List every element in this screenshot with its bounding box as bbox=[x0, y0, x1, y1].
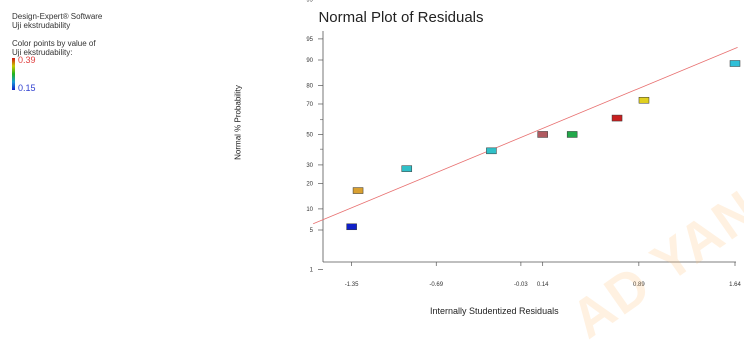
data-points bbox=[346, 60, 741, 231]
x-tick-label: 1.64 bbox=[729, 282, 741, 288]
y-tick-label: 50 bbox=[306, 132, 313, 138]
y-tick-label: 70 bbox=[306, 102, 313, 108]
y-tick-label: 95 bbox=[306, 37, 313, 43]
x-tick-label: 0.89 bbox=[633, 282, 645, 288]
x-ticks: -1.35 -0.69 -0.03 0.14 0.89 1.64 bbox=[345, 262, 741, 288]
sidebar-info: Design-Expert® Software Uji ekstrudabili… bbox=[12, 12, 102, 93]
data-point bbox=[566, 131, 578, 138]
data-point bbox=[537, 131, 548, 138]
y-tick-label: 5 bbox=[310, 228, 314, 234]
y-tick-label: 1 bbox=[310, 268, 314, 274]
color-response-label: Uji ekstrudability: bbox=[12, 48, 73, 57]
data-point bbox=[346, 223, 357, 231]
data-point bbox=[486, 147, 497, 155]
color-min-value: 0.15 bbox=[18, 83, 36, 93]
x-tick-label: -0.69 bbox=[429, 282, 443, 288]
data-point bbox=[638, 96, 650, 104]
color-gradient-bar bbox=[12, 58, 15, 90]
response-name: Uji ekstrudability bbox=[12, 21, 71, 30]
color-max-value: 0.39 bbox=[18, 55, 36, 65]
data-point bbox=[352, 187, 364, 194]
data-point bbox=[401, 165, 413, 172]
x-tick-label: 0.14 bbox=[537, 282, 549, 288]
data-point bbox=[611, 114, 623, 122]
x-axis-label: Internally Studentized Residuals bbox=[430, 306, 559, 316]
fit-line bbox=[313, 47, 738, 225]
y-ticks: 1 5 10 20 30 50 70 80 90 95 99 bbox=[306, 0, 323, 274]
y-tick-label: 30 bbox=[306, 163, 313, 169]
y-tick-label: 90 bbox=[306, 58, 313, 64]
y-tick-label: 20 bbox=[306, 181, 313, 187]
y-tick-label: 10 bbox=[306, 207, 313, 213]
y-tick-label: 80 bbox=[306, 84, 313, 90]
y-tick-label: 99 bbox=[306, 0, 313, 3]
color-label: Color points by value of bbox=[12, 39, 96, 48]
x-tick-label: -1.35 bbox=[345, 282, 359, 288]
normal-plot: 1 5 10 20 30 50 70 80 90 95 99 -1.35 -0.69 -0.03 0.14… bbox=[306, 0, 741, 288]
chart-title: Normal Plot of Residuals bbox=[318, 9, 484, 26]
software-name: Design-Expert® Software bbox=[12, 12, 103, 21]
color-legend: 0.39 0.15 bbox=[12, 55, 102, 93]
data-point bbox=[729, 60, 741, 67]
x-tick-label: -0.03 bbox=[514, 282, 528, 288]
